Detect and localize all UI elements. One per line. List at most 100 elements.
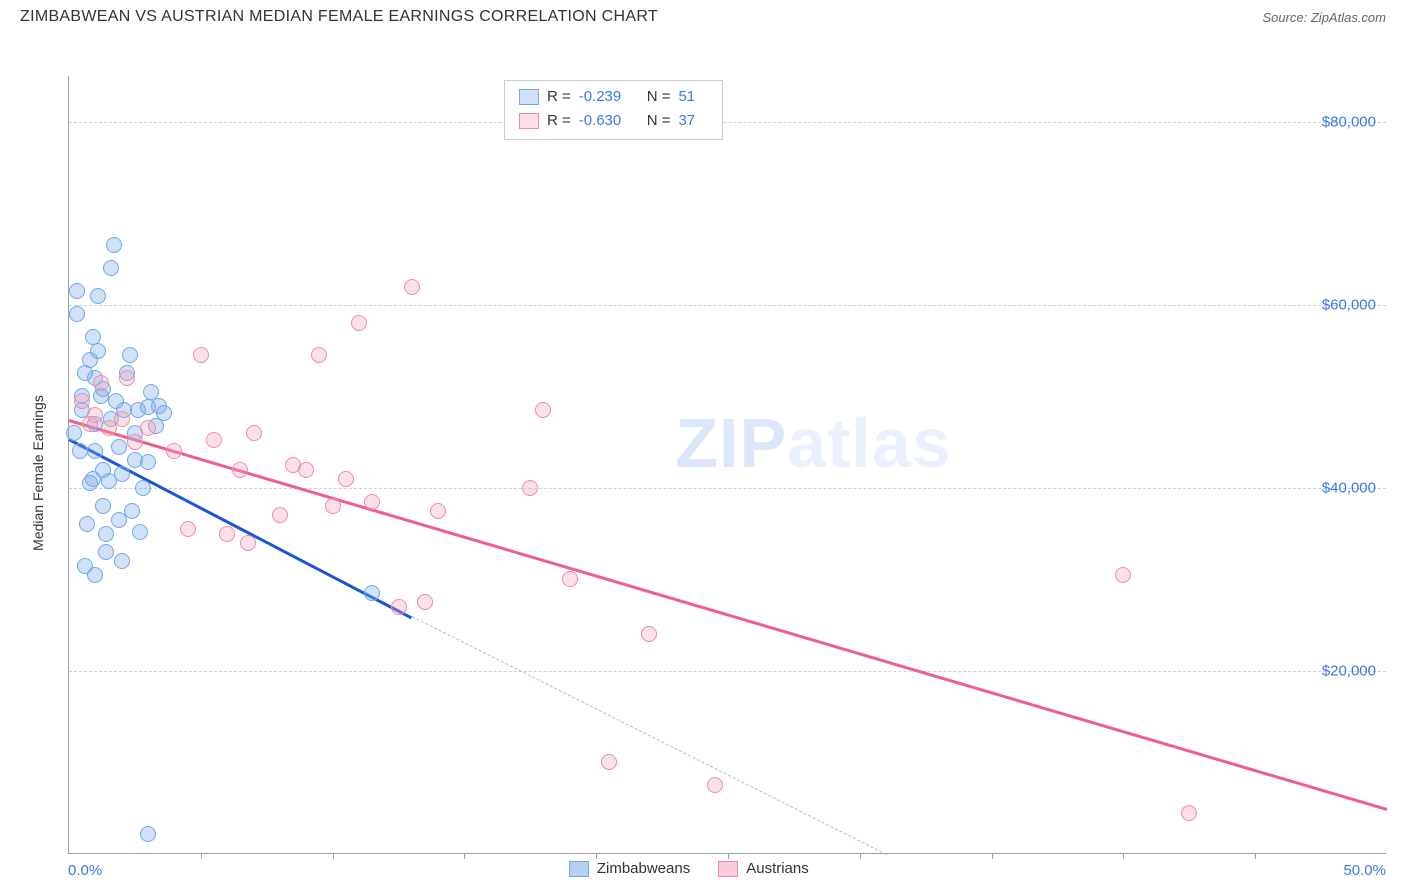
- data-point-austrians: [119, 370, 135, 386]
- plot-region: $20,000$40,000$60,000$80,000ZIPatlasR = …: [68, 76, 1386, 854]
- data-point-austrians: [430, 503, 446, 519]
- data-point-austrians: [338, 471, 354, 487]
- data-point-austrians: [193, 347, 209, 363]
- data-point-austrians: [417, 594, 433, 610]
- gridline: [69, 671, 1386, 672]
- legend-n-value-zimbabweans: 51: [678, 85, 708, 109]
- data-point-zimbabweans: [82, 352, 98, 368]
- legend-swatch: [569, 861, 589, 877]
- legend-r-prefix: R =: [547, 85, 571, 109]
- data-point-austrians: [82, 416, 98, 432]
- data-point-austrians: [325, 498, 341, 514]
- data-point-austrians: [240, 535, 256, 551]
- legend-r-value-zimbabweans: -0.239: [579, 85, 639, 109]
- data-point-zimbabweans: [111, 439, 127, 455]
- data-point-austrians: [535, 402, 551, 418]
- data-point-austrians: [114, 411, 130, 427]
- data-point-austrians: [180, 521, 196, 537]
- x-tick: [464, 853, 465, 859]
- data-point-zimbabweans: [77, 365, 93, 381]
- legend-item: Zimbabweans: [569, 860, 690, 877]
- x-tick: [860, 853, 861, 859]
- legend-label: Austrians: [746, 860, 809, 877]
- data-point-austrians: [601, 754, 617, 770]
- data-point-zimbabweans: [364, 585, 380, 601]
- data-point-austrians: [364, 494, 380, 510]
- data-point-zimbabweans: [103, 260, 119, 276]
- data-point-zimbabweans: [98, 544, 114, 560]
- data-point-zimbabweans: [72, 443, 88, 459]
- gridline: [69, 122, 1386, 123]
- chart-area: Median Female Earnings $20,000 $40,000 $60…: [20, 30, 1386, 894]
- legend-n-value-austrians: 37: [678, 109, 708, 133]
- data-point-austrians: [391, 599, 407, 615]
- legend-label: Zimbabweans: [597, 860, 690, 877]
- data-point-zimbabweans: [98, 526, 114, 542]
- y-tick-label: $80,000: [1322, 113, 1376, 130]
- data-point-zimbabweans: [124, 503, 140, 519]
- data-point-austrians: [93, 375, 109, 391]
- data-point-austrians: [311, 347, 327, 363]
- y-tick-label: $20,000: [1322, 662, 1376, 679]
- x-tick: [201, 853, 202, 859]
- legend-item: Austrians: [718, 860, 809, 877]
- data-point-zimbabweans: [132, 524, 148, 540]
- data-point-austrians: [74, 393, 90, 409]
- x-max-label: 50.0%: [1343, 862, 1386, 879]
- data-point-zimbabweans: [114, 466, 130, 482]
- data-point-austrians: [298, 462, 314, 478]
- x-tick: [992, 853, 993, 859]
- y-axis-label: Median Female Earnings: [30, 395, 46, 551]
- data-point-zimbabweans: [122, 347, 138, 363]
- data-point-zimbabweans: [79, 516, 95, 532]
- data-point-austrians: [522, 480, 538, 496]
- trend-line: [69, 419, 1388, 811]
- data-point-zimbabweans: [114, 553, 130, 569]
- legend-r-value-austrians: -0.630: [579, 109, 639, 133]
- data-point-austrians: [166, 443, 182, 459]
- data-point-zimbabweans: [106, 237, 122, 253]
- data-point-austrians: [707, 777, 723, 793]
- legend-swatch-zimbabweans: [519, 89, 539, 105]
- data-point-austrians: [127, 434, 143, 450]
- data-point-zimbabweans: [95, 498, 111, 514]
- source-prefix: Source:: [1262, 10, 1310, 25]
- series-legend: Zimbabweans Austrians: [569, 860, 809, 877]
- data-point-austrians: [641, 626, 657, 642]
- x-min-label: 0.0%: [68, 862, 102, 879]
- data-point-zimbabweans: [85, 329, 101, 345]
- data-point-zimbabweans: [66, 425, 82, 441]
- x-tick: [1123, 853, 1124, 859]
- legend-n-prefix: N =: [647, 109, 671, 133]
- legend-swatch-austrians: [519, 113, 539, 129]
- legend-swatch: [718, 861, 738, 877]
- data-point-zimbabweans: [69, 283, 85, 299]
- legend-r-prefix: R =: [547, 109, 571, 133]
- y-tick-label: $40,000: [1322, 479, 1376, 496]
- data-point-zimbabweans: [87, 443, 103, 459]
- x-tick: [333, 853, 334, 859]
- data-point-austrians: [206, 432, 222, 448]
- page-title: ZIMBABWEAN VS AUSTRIAN MEDIAN FEMALE EAR…: [20, 8, 658, 26]
- source-name: ZipAtlas.com: [1311, 10, 1386, 25]
- data-point-austrians: [272, 507, 288, 523]
- gridline: [69, 305, 1386, 306]
- x-tick: [596, 853, 597, 859]
- legend-n-prefix: N =: [647, 85, 671, 109]
- data-point-zimbabweans: [156, 405, 172, 421]
- data-point-zimbabweans: [90, 288, 106, 304]
- data-point-austrians: [351, 315, 367, 331]
- data-point-zimbabweans: [140, 826, 156, 842]
- x-tick: [728, 853, 729, 859]
- data-point-zimbabweans: [69, 306, 85, 322]
- data-point-zimbabweans: [140, 454, 156, 470]
- correlation-legend: R = -0.239 N = 51 R = -0.630 N = 37: [504, 80, 724, 140]
- data-point-zimbabweans: [87, 567, 103, 583]
- data-point-austrians: [1181, 805, 1197, 821]
- data-point-austrians: [562, 571, 578, 587]
- trend-line: [411, 616, 886, 855]
- data-point-austrians: [140, 420, 156, 436]
- data-point-austrians: [404, 279, 420, 295]
- y-tick-label: $60,000: [1322, 296, 1376, 313]
- data-point-austrians: [219, 526, 235, 542]
